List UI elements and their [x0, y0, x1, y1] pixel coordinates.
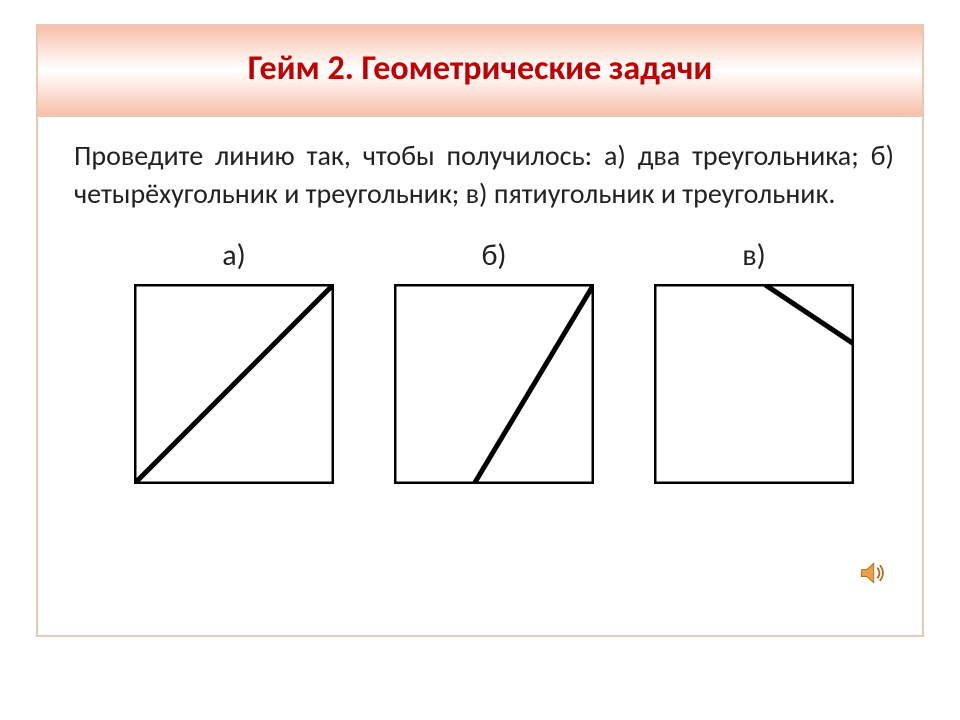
squares-row: [134, 284, 854, 484]
label-b: б): [394, 237, 594, 274]
slide-title: Гейм 2. Геометрические задачи: [248, 48, 713, 89]
square-c: [654, 284, 854, 484]
square-c-line: [764, 284, 854, 344]
sound-icon: [858, 559, 886, 587]
instruction-text: Проведите линию так, чтобы получилось: а…: [74, 137, 902, 213]
content-box: Проведите линию так, чтобы получилось: а…: [36, 117, 924, 637]
title-box: Гейм 2. Геометрические задачи: [36, 24, 924, 117]
label-c: в): [654, 237, 854, 274]
square-a: [134, 284, 334, 484]
square-b: [394, 284, 594, 484]
slide: Гейм 2. Геометрические задачи Проведите …: [0, 0, 960, 720]
square-c-rect: [654, 284, 854, 484]
labels-row: а) б) в): [134, 237, 854, 274]
square-a-line: [134, 284, 334, 484]
square-b-line: [474, 284, 594, 484]
label-a: а): [134, 237, 334, 274]
